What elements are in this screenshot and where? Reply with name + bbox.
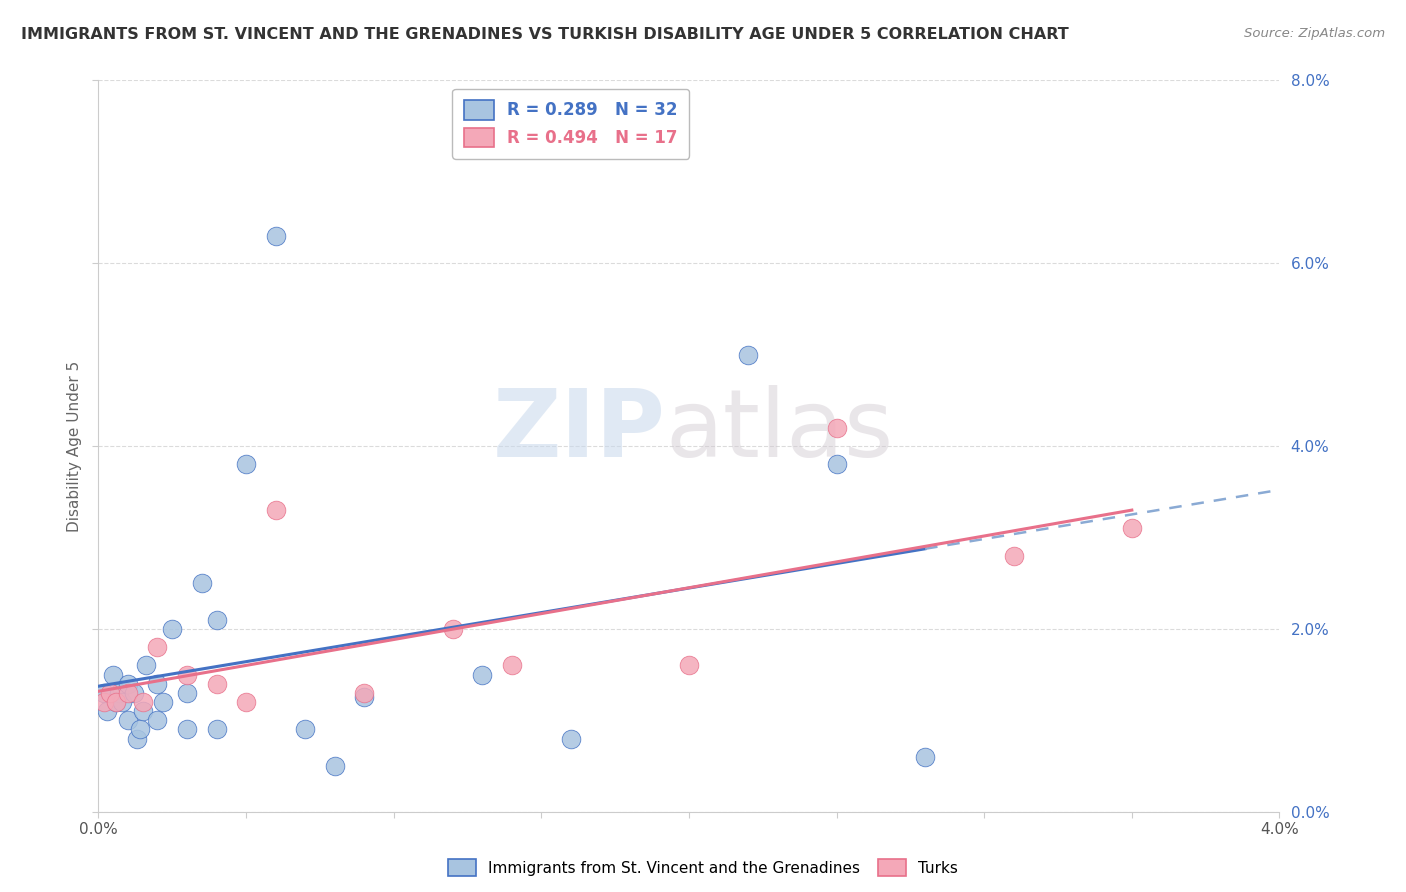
Point [678,658,700,673]
Point [135,658,157,673]
Point [914,749,936,764]
Text: Source: ZipAtlas.com: Source: ZipAtlas.com [1244,27,1385,40]
Legend: R = 0.289   N = 32, R = 0.494   N = 17: R = 0.289 N = 32, R = 0.494 N = 17 [453,88,689,159]
Point [93,686,115,700]
Point [235,458,257,472]
Legend: Immigrants from St. Vincent and the Grenadines, Turks: Immigrants from St. Vincent and the Gren… [441,853,965,882]
Point [205,613,228,627]
Point [353,690,375,705]
Point [162,622,183,636]
Point [323,759,346,773]
Point [122,686,145,700]
Point [93,695,115,709]
Point [146,640,169,655]
Point [176,686,198,700]
Point [353,686,375,700]
Point [132,695,155,709]
Point [98,686,121,700]
Point [264,228,287,243]
Point [128,723,150,737]
Point [117,676,139,690]
Point [1002,549,1025,563]
Point [125,731,148,746]
Point [176,667,198,681]
Point [560,731,582,746]
Point [105,695,128,709]
Y-axis label: Disability Age Under 5: Disability Age Under 5 [66,360,82,532]
Point [103,667,125,681]
Point [501,658,523,673]
Point [264,503,287,517]
Point [108,686,131,700]
Text: IMMIGRANTS FROM ST. VINCENT AND THE GRENADINES VS TURKISH DISABILITY AGE UNDER 5: IMMIGRANTS FROM ST. VINCENT AND THE GREN… [21,27,1069,42]
Point [176,723,198,737]
Point [471,667,494,681]
Point [825,421,848,435]
Point [737,347,759,362]
Point [132,704,155,718]
Point [146,714,169,728]
Point [152,695,174,709]
Point [191,576,214,591]
Point [441,622,464,636]
Point [825,458,848,472]
Point [146,676,169,690]
Text: ZIP: ZIP [492,385,665,477]
Point [117,714,139,728]
Point [235,695,257,709]
Point [205,723,228,737]
Point [111,695,134,709]
Point [105,695,128,709]
Point [96,704,118,718]
Text: atlas: atlas [665,385,894,477]
Point [205,676,228,690]
Point [294,723,316,737]
Point [1121,521,1143,535]
Point [117,686,139,700]
